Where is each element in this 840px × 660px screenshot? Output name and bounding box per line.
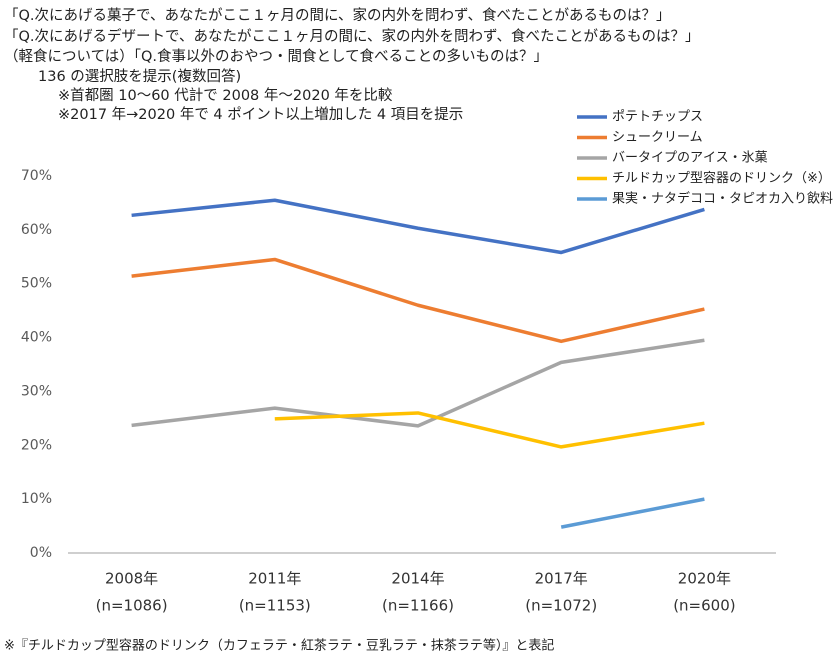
header-line: 「Q.次にあげる菓子で、あなたがここ１ヶ月の間に、家の内外を問わず、食べたことが… [4, 7, 671, 24]
sample-size: (n=600) [673, 597, 735, 615]
x-tick-label: 2020年 [678, 570, 731, 588]
y-tick-label: 20% [21, 437, 52, 453]
x-tick-label: 2014年 [391, 570, 444, 588]
x-tick-label: 2011年 [248, 570, 301, 588]
header-line: ※首都圏 10～60 代計で 2008 年～2020 年を比較 [58, 86, 393, 104]
legend-label: 果実・ナタデココ・タピオカ入り飲料 [612, 191, 833, 207]
y-tick-label: 60% [21, 222, 52, 238]
y-tick-label: 10% [21, 491, 52, 507]
x-tick-label: 2017年 [535, 570, 588, 588]
y-tick-label: 50% [21, 276, 52, 292]
footnote: ※『チルドカップ型容器のドリンク（カフェラテ・紅茶ラテ・豆乳ラテ・抹茶ラテ等）』… [4, 638, 554, 654]
header-line: （軽食については）「Q.食事以外のおやつ・間食として食べることの多いものは？」 [4, 48, 548, 65]
header-line: 「Q.次にあげるデザートで、あなたがここ１ヶ月の間に、家の内外を問わず、食べたこ… [4, 27, 700, 45]
x-tick-label: 2008年 [105, 570, 158, 588]
y-tick-label: 0% [30, 545, 52, 561]
sample-size: (n=1086) [96, 597, 168, 615]
sample-size: (n=1153) [239, 597, 311, 615]
legend-label: チルドカップ型容器のドリンク（※） [612, 170, 831, 186]
legend-label: シュークリーム [612, 130, 703, 145]
header-line: ※2017 年→2020 年で 4 ポイント以上増加した 4 項目を提示 [58, 106, 463, 123]
series-line [560, 497, 705, 529]
sample-size: (n=1072) [525, 597, 597, 615]
series-line [131, 257, 705, 344]
y-tick-label: 40% [21, 330, 52, 346]
legend-label: ポテトチップス [612, 110, 703, 125]
sample-size: (n=1166) [382, 597, 454, 615]
y-tick-label: 70% [21, 168, 52, 184]
header-line: 136 の選択肢を提示(複数回答) [38, 68, 241, 85]
series-line [131, 338, 705, 428]
legend-label: バータイプのアイス・氷菓 [612, 151, 768, 166]
series-line [274, 411, 705, 449]
series-line [131, 198, 705, 255]
y-tick-label: 30% [21, 383, 52, 399]
